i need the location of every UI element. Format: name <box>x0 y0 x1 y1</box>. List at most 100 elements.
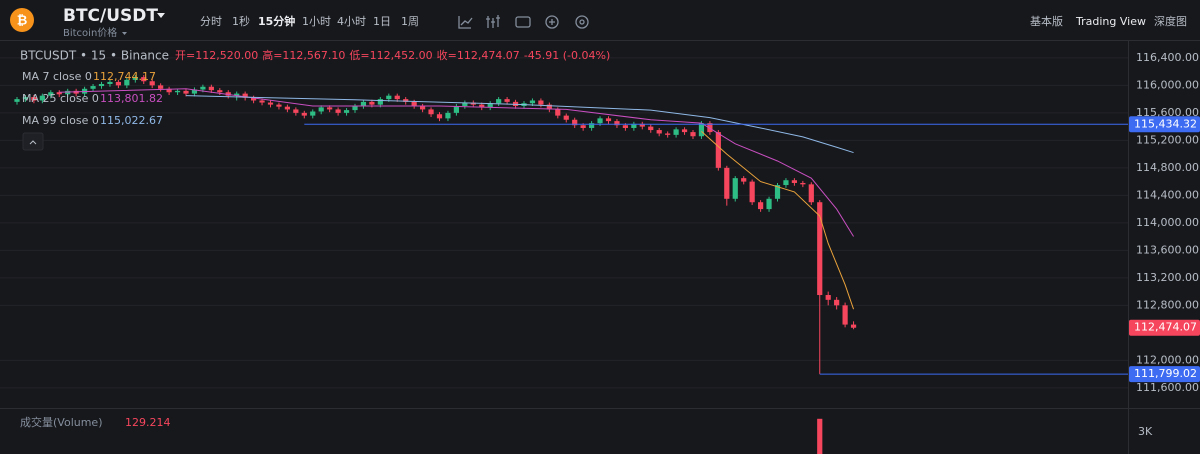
y-tick-label: 114,800.00 <box>1136 161 1199 174</box>
symbol-dropdown[interactable] <box>157 13 165 18</box>
candle-body <box>791 180 797 183</box>
candle-body <box>715 132 721 168</box>
candle-body <box>352 105 358 111</box>
y-tick-label: 113,600.00 <box>1136 243 1199 256</box>
interval-tab[interactable]: 15分钟 <box>258 14 295 28</box>
candle-body <box>741 178 747 182</box>
candle-body <box>174 90 181 93</box>
candle-body <box>22 97 29 100</box>
interval-tab[interactable]: 分时 <box>200 15 222 28</box>
candle-body <box>749 181 755 203</box>
candle-body <box>580 125 586 128</box>
candle-body <box>428 109 434 115</box>
candle-body <box>555 109 561 116</box>
candle-body <box>800 182 806 185</box>
candle-body <box>758 202 764 210</box>
y-tick-label: 116,000.00 <box>1136 78 1199 91</box>
candle-body <box>496 99 502 104</box>
ma-legend-name: MA 25 close 0 <box>22 92 99 105</box>
candle-body <box>825 295 831 300</box>
candle-body <box>546 104 552 110</box>
interval-tab[interactable]: 1小时 <box>302 15 331 28</box>
indicator-icon[interactable] <box>458 16 473 29</box>
subtitle-dropdown[interactable] <box>122 32 127 35</box>
settings-icon-core <box>579 19 585 25</box>
candle-body <box>572 119 578 126</box>
interval-tab[interactable]: 1日 <box>373 15 391 28</box>
view-mode[interactable]: Trading View <box>1075 15 1146 28</box>
y-tick-label: 111,600.00 <box>1136 381 1199 394</box>
collapse-icon <box>29 140 37 145</box>
coin-logo-glyph: ₿ <box>17 14 28 29</box>
candle-body <box>251 97 257 101</box>
y-tick-label: 115,200.00 <box>1136 133 1199 146</box>
price-tag <box>1129 319 1200 336</box>
candle-body <box>403 99 409 102</box>
candle-body <box>234 93 240 96</box>
candle-body <box>39 95 45 101</box>
toolbar-icons <box>458 15 589 29</box>
candle-body <box>648 126 654 131</box>
ohlc-item: 低=112,452.00 <box>349 49 432 62</box>
interval-tab[interactable]: 4小时 <box>337 15 366 28</box>
candle-body <box>420 105 426 110</box>
view-mode[interactable]: 深度图 <box>1154 14 1187 28</box>
symbol-line: BTCUSDT • 15 • Binance <box>20 49 169 63</box>
candle-body <box>369 101 375 105</box>
price-tag-label: 112,474.07 <box>1134 321 1197 334</box>
coin-logo <box>10 8 34 32</box>
candle-body <box>132 77 138 80</box>
y-tick-label: 115,600.00 <box>1136 106 1199 119</box>
candle-icon[interactable] <box>486 15 500 28</box>
candle-body <box>766 198 772 210</box>
camera-icon[interactable] <box>515 16 531 28</box>
y-tick-label: 116,400.00 <box>1136 51 1199 64</box>
ohlc-item: 开=112,520.00 <box>175 49 258 62</box>
ma-legend-value: 112,744.17 <box>93 70 156 83</box>
candle-body <box>690 132 696 137</box>
candle-body <box>529 100 536 104</box>
candle-body <box>327 107 333 110</box>
candle-body <box>563 115 569 120</box>
candle-body <box>842 305 848 325</box>
add-icon[interactable] <box>545 15 559 29</box>
y-tick-label: 114,000.00 <box>1136 216 1199 229</box>
ohlc-line: 开=112,520.00 高=112,567.10 低=112,452.00 收=11… <box>175 48 610 62</box>
candle-body <box>90 86 96 89</box>
candle-body <box>783 180 789 186</box>
candle-body <box>732 178 738 199</box>
candle-body <box>834 299 840 306</box>
candle-body <box>360 101 367 106</box>
symbol[interactable]: BTC/USDT <box>63 6 158 26</box>
interval-tab[interactable]: 1周 <box>401 15 419 28</box>
candle-body <box>386 95 392 100</box>
ma-line <box>701 131 855 310</box>
candle-body <box>479 104 485 108</box>
candle-body <box>225 92 231 96</box>
candle-body <box>377 99 383 105</box>
candle-body <box>141 77 147 82</box>
candle-body <box>808 184 814 203</box>
settings-icon[interactable] <box>575 15 589 29</box>
candle-body <box>200 86 206 90</box>
volume-bar <box>817 418 823 454</box>
view-mode[interactable]: 基本版 <box>1030 14 1063 28</box>
candle-body <box>56 92 62 95</box>
ohlc-item: 收=112,474.07 <box>437 48 520 62</box>
ohlc-item: 高=112,567.10 <box>262 48 345 62</box>
candle-body <box>183 90 189 94</box>
candle-body <box>318 107 324 112</box>
add-icon-cross <box>549 19 555 25</box>
candle-body <box>698 123 705 137</box>
candle-body <box>487 103 493 108</box>
candle-body <box>310 111 316 116</box>
candle-body <box>673 129 679 135</box>
ohlc-item: -45.91 (-0.04%) <box>524 49 610 62</box>
candle-body <box>65 90 71 95</box>
candle-body <box>622 125 628 128</box>
candle-body <box>639 123 645 127</box>
interval-tab[interactable]: 1秒 <box>232 14 250 28</box>
volume-title: 成交量(Volume) <box>20 415 103 429</box>
